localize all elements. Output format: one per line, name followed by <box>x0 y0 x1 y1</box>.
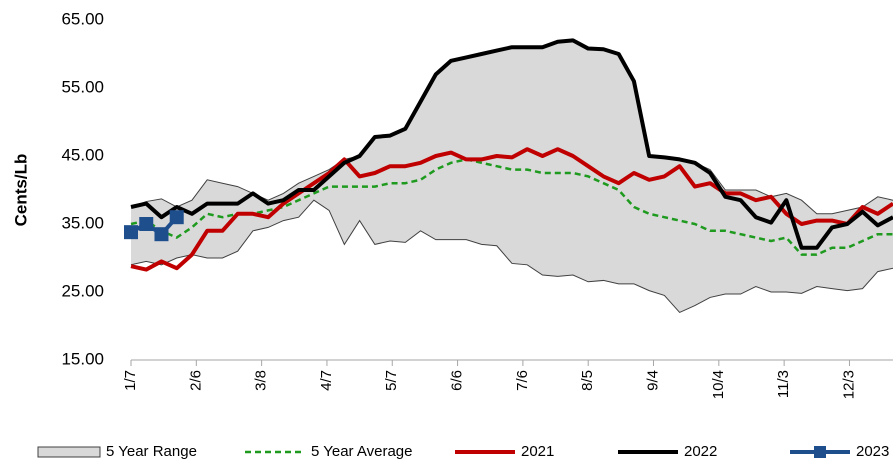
series-line <box>130 38 893 250</box>
y-tick-label: 25.00 <box>61 281 104 300</box>
x-tick-label: 8/5 <box>579 370 596 391</box>
series-marker <box>169 210 184 225</box>
range-fill <box>131 40 893 313</box>
legend-label: 5 Year Range <box>106 443 197 460</box>
x-tick-label: 11/3 <box>775 370 792 398</box>
y-axis-label: Cents/Lb <box>11 154 30 227</box>
series-line <box>130 158 893 256</box>
series-line <box>130 147 893 272</box>
x-tick-label: 12/3 <box>840 370 857 399</box>
y-tick-label: 35.00 <box>61 213 104 232</box>
legend-label: 2022 <box>684 443 717 460</box>
x-tick-label: 3/8 <box>253 370 270 391</box>
x-tick-label: 4/7 <box>318 370 335 391</box>
x-tick-label: 10/4 <box>710 370 727 399</box>
x-tick-label: 6/6 <box>449 370 466 391</box>
series-marker <box>124 225 138 240</box>
x-tick-label: 1/7 <box>122 370 139 391</box>
x-tick-label: 9/4 <box>644 370 661 391</box>
range-edge <box>130 199 893 314</box>
x-tick-label: 7/6 <box>514 370 531 391</box>
x-tick-label: 5/7 <box>383 370 400 391</box>
series-marker <box>139 217 154 231</box>
y-tick-label: 65.00 <box>61 9 104 28</box>
series-marker <box>154 227 169 242</box>
legend-swatch <box>37 446 101 458</box>
legend-marker <box>814 446 826 458</box>
series-line <box>130 215 179 237</box>
legend-label: 2021 <box>521 443 554 460</box>
legend-label: 5 Year Average <box>311 443 412 460</box>
x-tick-label: 2/6 <box>187 370 204 391</box>
legend-label: 2023 <box>856 443 889 460</box>
y-tick-label: 15.00 <box>61 349 104 368</box>
y-tick-label: 55.00 <box>61 77 104 96</box>
y-tick-label: 45.00 <box>61 145 104 164</box>
